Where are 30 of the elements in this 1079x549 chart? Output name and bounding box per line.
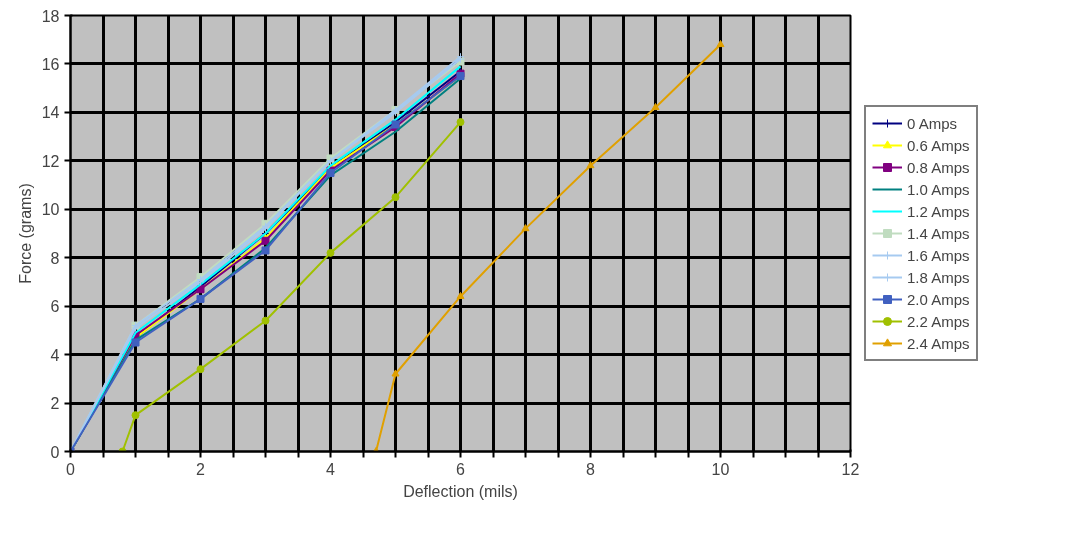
legend-label: 2.4 Amps [907,334,970,352]
y-tick-label: 2 [50,395,60,413]
y-axis-title: Force (grams) [16,183,34,284]
legend-label: 1.8 Amps [907,268,970,286]
y-tick-label: 8 [50,249,60,267]
y-tick-label: 0 [50,443,60,461]
y-tick-label: 18 [41,7,60,25]
legend-label: 1.2 Amps [907,202,970,220]
x-tick-label: 4 [326,460,336,478]
x-axis-title: Deflection (mils) [403,482,518,500]
legend-label: 2.2 Amps [907,312,970,330]
legend-label: 0.8 Amps [907,158,970,176]
y-tick-label: 16 [41,55,60,73]
x-tick-label: 6 [456,460,466,478]
y-tick-label: 4 [50,346,60,364]
legend-label: 0.6 Amps [907,136,970,154]
y-tick-label: 14 [41,104,60,122]
legend-label: 1.6 Amps [907,246,970,264]
y-tick-label: 10 [41,201,60,219]
x-tick-label: 10 [711,460,730,478]
x-tick-label: 12 [841,460,860,478]
legend-label: 0 Amps [907,114,958,132]
y-tick-label: 6 [50,298,60,316]
legend-label: 1.0 Amps [907,180,970,198]
x-tick-label: 8 [586,460,596,478]
legend-label: 1.4 Amps [907,224,970,242]
x-tick-label: 2 [196,460,206,478]
legend-label: 2.0 Amps [907,290,970,308]
y-tick-label: 12 [41,152,60,170]
x-tick-label: 0 [66,460,76,478]
